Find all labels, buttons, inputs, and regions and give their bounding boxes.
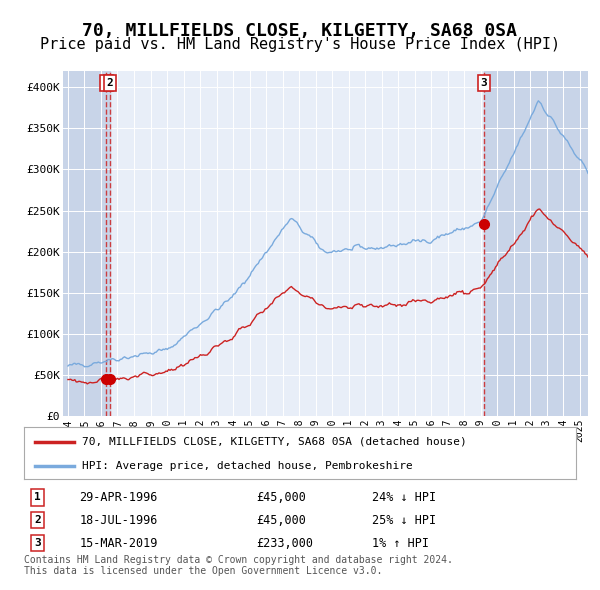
Text: HPI: Average price, detached house, Pembrokeshire: HPI: Average price, detached house, Pemb… <box>82 461 413 471</box>
Text: 1: 1 <box>103 78 110 88</box>
Text: £45,000: £45,000 <box>256 491 306 504</box>
Text: 1% ↑ HPI: 1% ↑ HPI <box>372 537 429 550</box>
Text: Price paid vs. HM Land Registry's House Price Index (HPI): Price paid vs. HM Land Registry's House … <box>40 37 560 52</box>
Text: £233,000: £233,000 <box>256 537 313 550</box>
Text: 2: 2 <box>107 78 113 88</box>
Text: 3: 3 <box>481 78 488 88</box>
Text: 15-MAR-2019: 15-MAR-2019 <box>79 537 158 550</box>
Text: 29-APR-1996: 29-APR-1996 <box>79 491 158 504</box>
Text: This data is licensed under the Open Government Licence v3.0.: This data is licensed under the Open Gov… <box>24 566 382 576</box>
Bar <box>59 71 110 416</box>
Text: 70, MILLFIELDS CLOSE, KILGETTY, SA68 0SA (detached house): 70, MILLFIELDS CLOSE, KILGETTY, SA68 0SA… <box>82 437 467 447</box>
Text: 70, MILLFIELDS CLOSE, KILGETTY, SA68 0SA: 70, MILLFIELDS CLOSE, KILGETTY, SA68 0SA <box>83 22 517 40</box>
Text: £45,000: £45,000 <box>256 514 306 527</box>
Text: 1: 1 <box>34 493 41 503</box>
Bar <box>484 71 588 416</box>
Text: 25% ↓ HPI: 25% ↓ HPI <box>372 514 436 527</box>
Text: 18-JUL-1996: 18-JUL-1996 <box>79 514 158 527</box>
Text: 2: 2 <box>34 515 41 525</box>
Text: 24% ↓ HPI: 24% ↓ HPI <box>372 491 436 504</box>
Text: Contains HM Land Registry data © Crown copyright and database right 2024.: Contains HM Land Registry data © Crown c… <box>24 555 453 565</box>
Text: 3: 3 <box>34 538 41 548</box>
